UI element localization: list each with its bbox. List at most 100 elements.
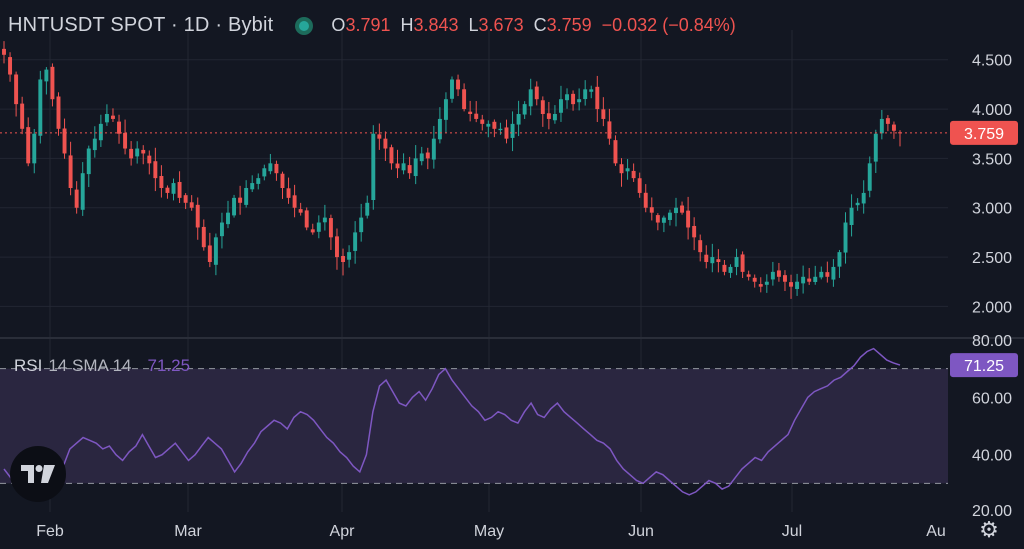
candle-body [44, 69, 49, 82]
candle-body [310, 229, 315, 233]
ohlc-values: O3.791 H3.843 L3.673 C3.759 −0.032 (−0.8… [331, 15, 735, 36]
candle-body [885, 118, 890, 124]
candle-body [873, 133, 878, 162]
symbol-legend: HNTUSDT SPOT · 1D · Bybit O3.791 H3.843 … [8, 14, 736, 37]
candle-body [365, 202, 370, 216]
candle-body [637, 178, 642, 193]
candle-body [68, 155, 73, 188]
price-tick-label: 2.500 [972, 250, 1012, 267]
time-axis-label: Jul [782, 523, 802, 540]
time-axis-label: Jun [628, 523, 654, 540]
rsi-last-badge [950, 353, 1018, 378]
candle-body [256, 178, 261, 184]
candle-body [244, 188, 249, 205]
candle-body [468, 111, 473, 114]
candle-body [789, 282, 793, 287]
candle-body [371, 133, 376, 201]
candle-body [813, 276, 818, 283]
candle-body [111, 115, 115, 119]
time-axis-label: Mar [174, 523, 202, 540]
time-axis-label: Apr [330, 523, 356, 540]
candle-body [129, 148, 134, 159]
candle-body [274, 163, 279, 174]
candle-body [226, 212, 230, 225]
candles [0, 41, 948, 299]
candle-body [674, 207, 678, 214]
candle-body [534, 86, 539, 100]
candle-body [807, 278, 812, 282]
candle-body [286, 188, 291, 198]
candle-body [395, 163, 400, 169]
candle-body [50, 66, 55, 100]
candle-body [177, 181, 182, 198]
candle-body [104, 114, 109, 123]
gear-icon[interactable]: ⚙ [979, 517, 999, 542]
candle-body [419, 153, 424, 162]
tradingview-logo[interactable] [10, 446, 66, 502]
time-axis-label: Au [926, 523, 946, 540]
candle-body [462, 89, 467, 110]
candle-body [595, 86, 600, 110]
candle-body [867, 163, 872, 191]
candle-body [661, 217, 666, 223]
candle-body [722, 264, 727, 272]
candle-body [8, 57, 13, 75]
candle-body [74, 189, 79, 208]
change-value: −0.032 (−0.84%) [601, 15, 736, 35]
candle-body [56, 96, 61, 129]
rsi-title[interactable]: RSI [14, 356, 43, 375]
candle-body [631, 170, 636, 179]
candle-body [135, 148, 140, 157]
candle-body [704, 254, 709, 262]
candle-body [583, 89, 588, 100]
candle-body [298, 209, 303, 213]
candle-body [431, 138, 436, 160]
candle-body [480, 119, 485, 124]
candle-body [559, 99, 563, 113]
price-tick-label: 3.000 [972, 201, 1012, 218]
candle-body [680, 205, 685, 213]
candle-body [516, 114, 521, 125]
candle-body [837, 252, 842, 267]
candle-body [486, 123, 491, 127]
candle-body [26, 127, 31, 164]
candle-body [746, 274, 751, 277]
candle-body [250, 183, 255, 190]
rsi-tick-label: 20.00 [972, 503, 1012, 520]
axes: 4.500 4.000 3.500 3.000 2.500 2.000 Feb Mar Apr M… [36, 53, 1018, 540]
low-label: L [468, 15, 479, 35]
candle-body [183, 195, 188, 203]
candle-body [147, 155, 152, 164]
candle-body [238, 197, 243, 203]
candle-body [328, 218, 333, 238]
close-label: C [533, 15, 547, 35]
candle-body [195, 204, 200, 228]
candle-body [625, 168, 630, 172]
candle-body [649, 207, 654, 213]
candle-body [577, 99, 582, 103]
candle-body [619, 164, 624, 174]
candle-body [159, 175, 164, 188]
candle-body [280, 173, 285, 188]
candle-body [613, 140, 618, 164]
candle-body [316, 222, 321, 232]
candle-body [359, 217, 364, 233]
symbol-title[interactable]: HNTUSDT SPOT · 1D · Bybit [8, 14, 274, 36]
candle-body [450, 79, 454, 99]
rsi-last-label: 71.25 [964, 358, 1004, 375]
candle-body [201, 226, 206, 248]
candle-body [571, 93, 576, 105]
rsi-tick-label: 60.00 [972, 390, 1012, 407]
candle-body [117, 121, 121, 134]
candle-body [498, 128, 503, 131]
tradingview-logo-icon [21, 465, 55, 483]
candle-body [347, 252, 352, 260]
candle-body [783, 275, 787, 282]
candle-body [232, 197, 237, 216]
rsi-panel [0, 347, 948, 496]
candle-body [849, 207, 854, 225]
candle-body [795, 281, 800, 289]
candle-body [292, 195, 297, 208]
candle-body [552, 114, 557, 121]
